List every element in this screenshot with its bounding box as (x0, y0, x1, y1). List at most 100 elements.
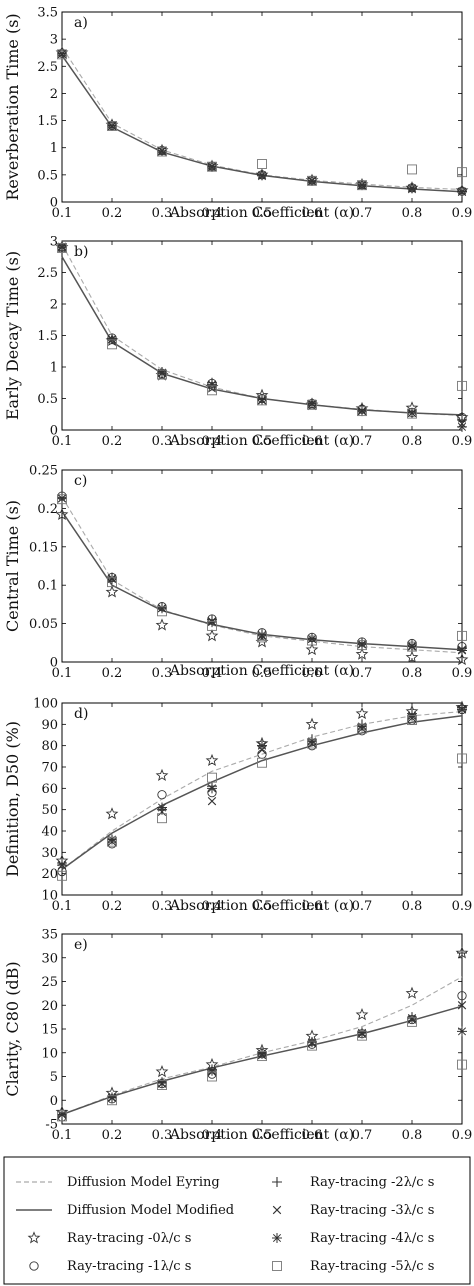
y-tick-label: 15 (41, 1023, 58, 1038)
y-tick-label: 2.5 (37, 60, 58, 75)
legend-entry-eyring: Diffusion Model Eyring (16, 1175, 220, 1190)
y-tick-label: 0.1 (37, 579, 58, 594)
series-rt0 (55, 946, 469, 1118)
data-point-rt4 (107, 574, 117, 585)
data-point-rt5 (157, 1080, 167, 1091)
data-point-rt4 (457, 186, 467, 197)
data-point-rt4 (307, 736, 317, 747)
data-point-rt5 (207, 620, 217, 631)
y-tick-label: 30 (41, 846, 58, 861)
data-point-rt4 (207, 161, 217, 172)
x-tick-label: 0.9 (452, 899, 473, 914)
legend-swatch-rt5 (272, 1261, 282, 1271)
series-rt1 (57, 704, 467, 877)
chart-panel-2: 0.1 0.2 0.3 0.4 0.5 0.6 0.7 0.8 0.9 0 0.5 1 1.5 2 2.5 3… (3, 235, 472, 450)
y-axis-label: Definition, D50 (%) (3, 721, 22, 877)
data-point-rt5 (57, 870, 67, 881)
series-rt4 (57, 493, 467, 656)
chart-panel-1: 0.1 0.2 0.3 0.4 0.5 0.6 0.7 0.8 0.9 0 0.5 1 1.5 2 2.5 3… (3, 6, 472, 222)
data-point-rt4 (257, 1048, 267, 1059)
y-tick-label: 1.5 (37, 114, 58, 129)
series-line-modified (61, 715, 463, 871)
x-tick-label: 0.8 (402, 206, 423, 221)
x-tick-label: 0.1 (52, 1128, 73, 1143)
data-point-rt0 (205, 753, 219, 767)
data-point-rt4 (57, 1109, 67, 1120)
data-point-rt0 (355, 1008, 369, 1021)
data-point-rt4 (357, 180, 367, 191)
data-point-rt4 (107, 834, 117, 845)
y-tick-label: 3 (50, 33, 58, 48)
x-tick-label: 0.4 (202, 206, 223, 221)
data-point-rt4 (457, 1026, 467, 1037)
x-tick-label: 0.7 (352, 1128, 373, 1143)
data-point-rt5 (207, 772, 217, 783)
data-point-rt1 (457, 991, 467, 1001)
legend-swatch-rt2 (272, 1177, 282, 1187)
x-tick-label: 0.7 (352, 666, 373, 681)
series-rt5 (57, 242, 467, 419)
plot-frame (61, 933, 463, 1125)
x-tick-label: 0.5 (252, 899, 273, 914)
data-point-rt5 (57, 1111, 67, 1122)
legend-entry-rt4: Ray-tracing -4λ/c s (272, 1231, 434, 1246)
x-tick-label: 0.2 (102, 434, 123, 449)
y-tick-label: 0.5 (37, 168, 58, 183)
data-point-rt4 (57, 860, 67, 871)
x-tick-label: 0.1 (52, 666, 73, 681)
data-point-rt5 (307, 399, 317, 410)
data-point-rt0 (305, 642, 319, 656)
legend-label-eyring: Diffusion Model Eyring (67, 1175, 220, 1190)
data-point-rt4 (357, 639, 367, 650)
x-tick-label: 0.7 (352, 899, 373, 914)
x-tick-label: 0.6 (302, 434, 323, 449)
y-tick-label: 1 (50, 361, 58, 376)
y-tick-label: 5 (50, 1070, 58, 1085)
data-point-rt0 (405, 650, 419, 663)
y-tick-label: 0 (50, 1094, 58, 1109)
series-rt5 (57, 494, 467, 652)
legend-swatch-rt1 (29, 1261, 39, 1271)
data-point-rt5 (307, 1040, 317, 1051)
data-point-rt4 (407, 641, 417, 652)
data-point-rt2 (457, 948, 467, 958)
data-point-rt4 (457, 704, 467, 715)
panel-label: a) (74, 15, 88, 31)
y-tick-label: 25 (41, 975, 58, 990)
data-point-rt5 (207, 1071, 217, 1082)
legend-label-rt0: Ray-tracing -0λ/c s (67, 1231, 191, 1246)
data-point-rt5 (107, 121, 117, 131)
x-tick-label: 0.8 (402, 899, 423, 914)
data-point-rt0 (155, 1065, 169, 1078)
y-tick-label: 1.5 (37, 329, 58, 344)
data-point-rt5 (107, 836, 117, 847)
data-point-rt4 (457, 645, 467, 656)
data-point-rt4 (357, 406, 367, 417)
legend-label-rt2: Ray-tracing -2λ/c s (310, 1175, 434, 1190)
x-tick-label: 0.8 (402, 1128, 423, 1143)
legend-entry-rt2: Ray-tracing -2λ/c s (272, 1175, 434, 1190)
x-tick-label: 0.7 (352, 206, 373, 221)
data-point-rt5 (107, 339, 117, 350)
data-point-rt5 (257, 159, 267, 169)
y-tick-label: 2 (50, 87, 58, 102)
y-tick-label: 0 (50, 196, 58, 211)
legend-box (3, 1156, 471, 1285)
x-tick-label: 0.4 (202, 666, 223, 681)
y-tick-label: 70 (41, 761, 58, 776)
x-tick-label: 0.2 (102, 206, 123, 221)
y-tick-label: 0.05 (29, 617, 58, 632)
data-point-rt4 (407, 183, 417, 194)
data-point-rt5 (157, 606, 167, 617)
x-tick-label: 0.2 (102, 899, 123, 914)
data-point-rt0 (255, 635, 269, 648)
legend: Diffusion Model Eyring Diffusion Model Mo… (3, 1156, 471, 1285)
data-point-rt5 (407, 408, 417, 419)
data-point-rt0 (355, 706, 369, 720)
series-rt0 (55, 700, 469, 867)
x-tick-label: 0.2 (102, 1128, 123, 1143)
legend-entry-modified: Diffusion Model Modified (16, 1203, 234, 1218)
chart-panel-3: 0.1 0.2 0.3 0.4 0.5 0.6 0.7 0.8 0.9 0 0.05 0.1 0.15 0… (3, 464, 472, 682)
y-tick-label: 50 (41, 803, 58, 818)
